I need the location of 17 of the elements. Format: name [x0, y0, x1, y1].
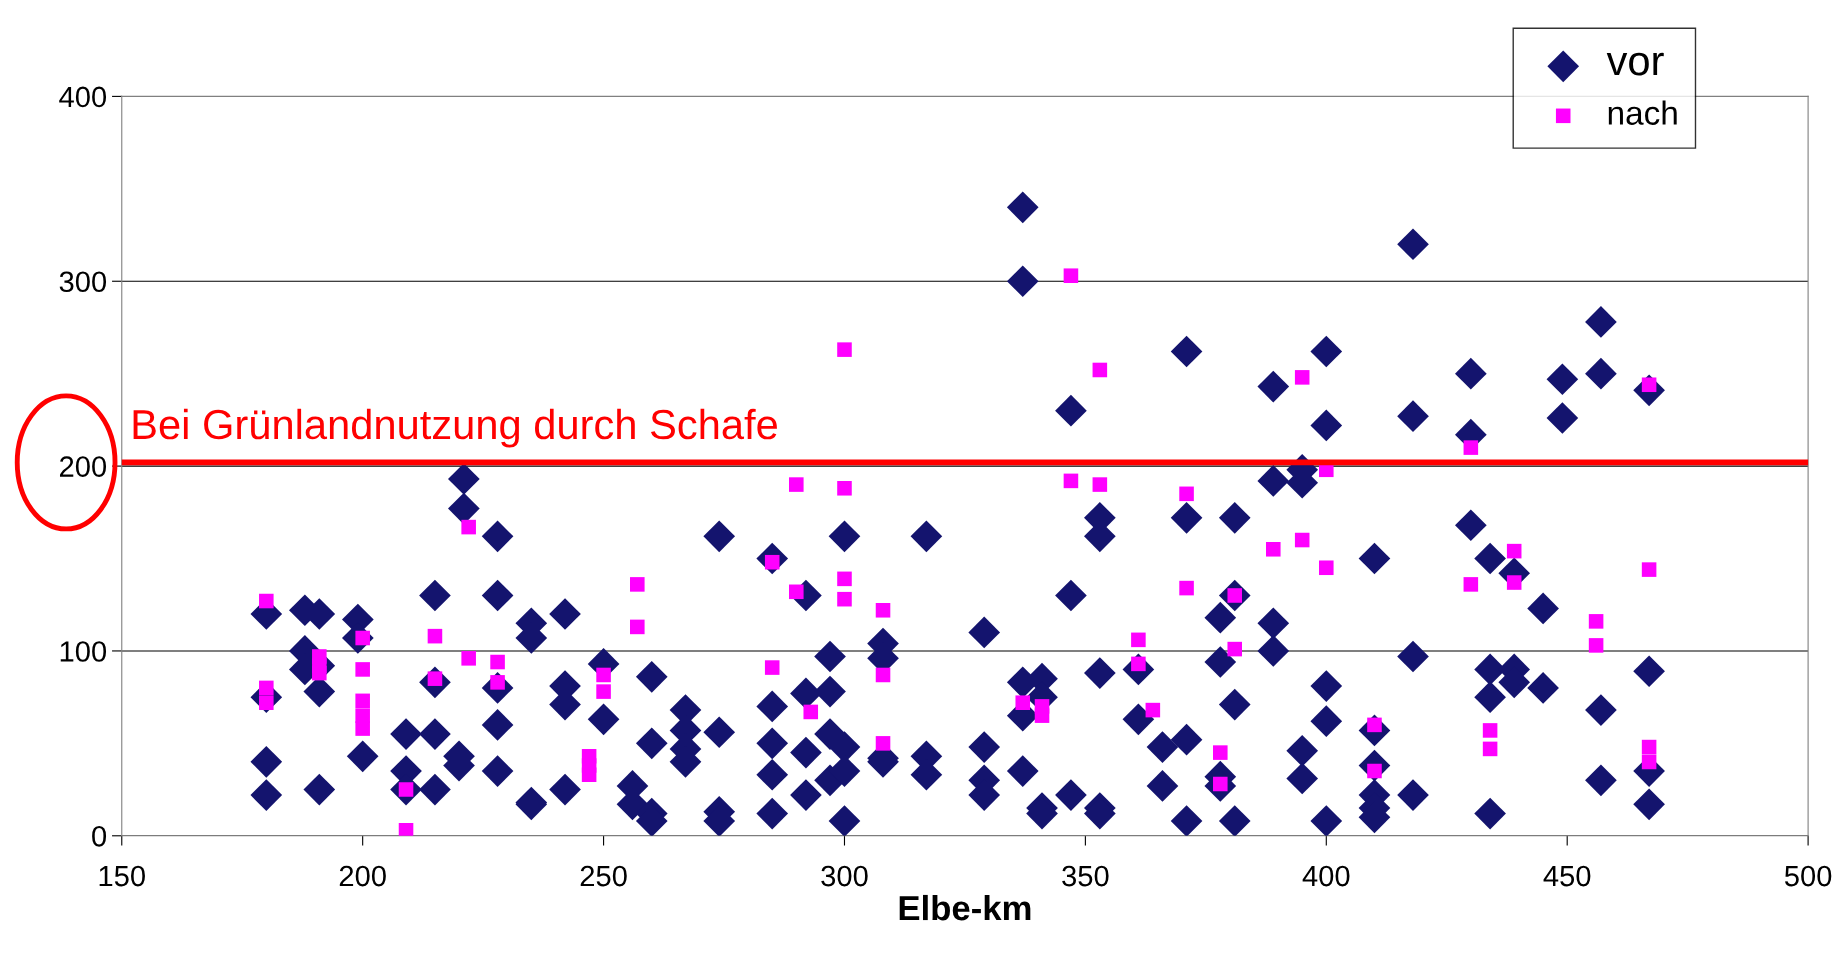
- ref-line-label: Bei Grünlandnutzung durch Schafe: [133, 408, 777, 448]
- y-tick-label: 300: [59, 271, 107, 293]
- legend-label: nach: [1608, 100, 1677, 125]
- x-axis-title: Elbe-km: [899, 894, 1031, 921]
- x-tick-label: 200: [339, 865, 386, 887]
- x-tick-label: 400: [1302, 865, 1350, 887]
- x-tick-label: 150: [99, 865, 145, 887]
- y-tick-label: 400: [59, 86, 107, 108]
- x-tick-label: 450: [1543, 865, 1591, 887]
- x-tick-label: 500: [1784, 865, 1832, 887]
- y-tick-label: 200: [60, 456, 107, 477]
- x-tick-label: 300: [821, 865, 868, 887]
- x-tick-label: 250: [580, 865, 627, 887]
- legend-label: vor: [1606, 52, 1664, 76]
- x-tick-label: 350: [1062, 865, 1109, 887]
- y-tick-label: 100: [60, 641, 107, 662]
- y-tick-label: 0: [92, 825, 107, 847]
